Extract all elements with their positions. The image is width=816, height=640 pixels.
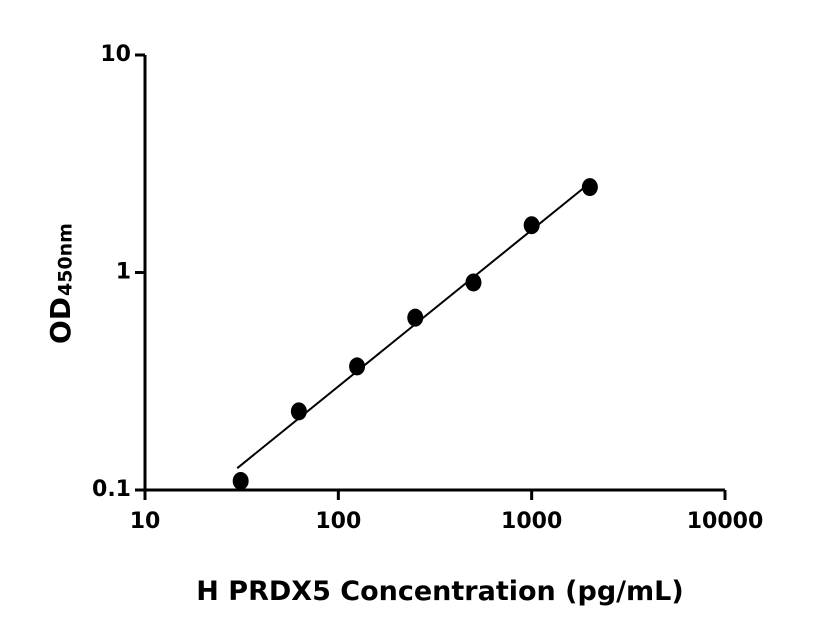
- x-tick-label: 10: [130, 509, 161, 534]
- data-point: [290, 402, 307, 421]
- y-axis-label: OD: [44, 297, 77, 344]
- x-tick-label: 1000: [501, 509, 562, 534]
- data-point: [407, 308, 424, 327]
- x-tick-label: 100: [315, 509, 361, 534]
- data-point: [465, 273, 482, 292]
- y-axis-label-group: OD 450nm: [44, 223, 77, 344]
- x-axis-label: H PRDX5 Concentration (pg/mL): [196, 576, 683, 607]
- data-point: [232, 471, 249, 490]
- y-tick-label: 10: [100, 42, 131, 67]
- y-tick-label: 0.1: [92, 477, 131, 502]
- x-tick-label: 10000: [687, 509, 764, 534]
- data-point: [523, 216, 540, 235]
- y-axis-label-sub: 450nm: [55, 223, 77, 296]
- data-point: [581, 178, 598, 197]
- y-tick-label: 1: [116, 260, 131, 285]
- data-point: [349, 357, 366, 376]
